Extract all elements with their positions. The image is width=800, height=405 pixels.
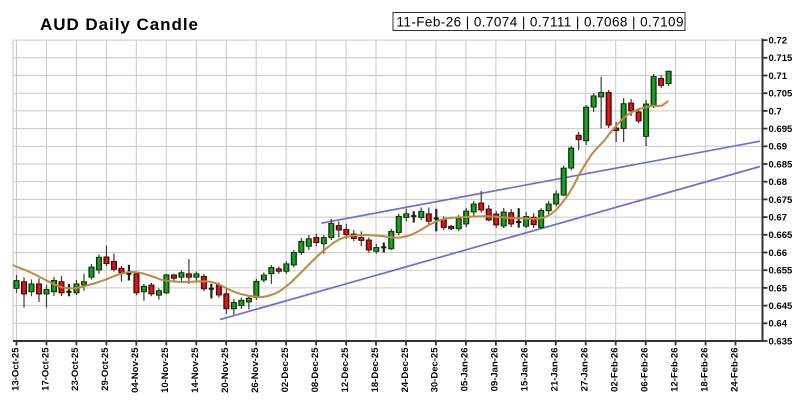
svg-text:0.66: 0.66 [769,248,788,259]
svg-text:AUD Daily Candle: AUD Daily Candle [40,15,198,34]
svg-text:0.655: 0.655 [769,266,793,277]
svg-text:17-Oct-25: 17-Oct-25 [40,347,51,391]
svg-text:09-Jan-26: 09-Jan-26 [490,348,501,392]
svg-text:24-Feb-26: 24-Feb-26 [729,348,740,392]
svg-text:0.64: 0.64 [769,319,788,330]
svg-text:12-Feb-26: 12-Feb-26 [669,348,680,392]
svg-text:0.71: 0.71 [769,71,788,82]
svg-text:23-Oct-25: 23-Oct-25 [70,347,81,391]
svg-text:0.7: 0.7 [769,106,782,117]
svg-text:24-Dec-25: 24-Dec-25 [400,347,411,393]
svg-text:18-Dec-25: 18-Dec-25 [370,347,381,393]
svg-text:08-Dec-25: 08-Dec-25 [310,347,321,393]
svg-text:10-Nov-25: 10-Nov-25 [160,347,171,393]
svg-text:0.68: 0.68 [769,177,788,188]
svg-text:0.715: 0.715 [769,53,793,64]
svg-text:27-Jan-26: 27-Jan-26 [580,348,591,392]
svg-text:30-Dec-25: 30-Dec-25 [430,347,441,393]
svg-text:15-Jan-26: 15-Jan-26 [520,348,531,392]
svg-text:13-Oct-25: 13-Oct-25 [10,347,21,391]
svg-text:11-Feb-26 | 0.7074 | 0.7111 |: 11-Feb-26 | 0.7074 | 0.7111 | 0.7068 | 0… [397,14,684,29]
svg-text:0.635: 0.635 [769,336,793,347]
svg-text:12-Dec-25: 12-Dec-25 [340,347,351,393]
svg-text:21-Jan-26: 21-Jan-26 [550,348,561,392]
svg-text:0.65: 0.65 [769,283,788,294]
svg-text:0.695: 0.695 [769,124,793,135]
svg-text:02-Feb-26: 02-Feb-26 [610,348,621,392]
svg-text:0.675: 0.675 [769,195,793,206]
svg-text:06-Feb-26: 06-Feb-26 [640,348,651,392]
svg-text:29-Oct-25: 29-Oct-25 [100,347,111,391]
svg-text:0.685: 0.685 [769,159,793,170]
svg-text:26-Nov-25: 26-Nov-25 [250,347,261,393]
svg-text:0.69: 0.69 [769,142,788,153]
svg-text:20-Nov-25: 20-Nov-25 [220,347,231,393]
svg-text:05-Jan-26: 05-Jan-26 [460,348,471,392]
svg-text:0.72: 0.72 [769,36,788,47]
svg-text:0.705: 0.705 [769,89,793,100]
svg-text:04-Nov-25: 04-Nov-25 [130,347,141,393]
svg-text:0.665: 0.665 [769,230,793,241]
svg-text:02-Dec-25: 02-Dec-25 [280,347,291,393]
svg-text:0.645: 0.645 [769,301,793,312]
svg-text:18-Feb-26: 18-Feb-26 [699,348,710,392]
svg-text:14-Nov-25: 14-Nov-25 [190,347,201,393]
svg-text:0.67: 0.67 [769,213,788,224]
